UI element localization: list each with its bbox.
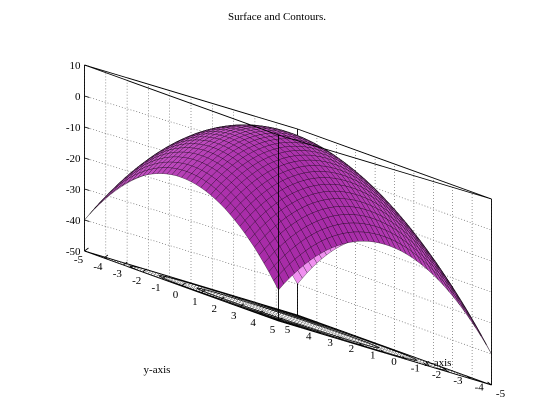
grid-line [143, 272, 356, 336]
y-tick-label: -5 [74, 254, 84, 266]
x-tick-label: 1 [370, 350, 376, 362]
z-tick [85, 220, 90, 222]
box-edge [85, 65, 298, 129]
grid-line [201, 293, 414, 357]
z-tick [85, 96, 90, 98]
grid-line [212, 289, 406, 359]
z-tick-label: -40 [66, 215, 81, 227]
x-tick-label: -1 [411, 362, 420, 374]
z-tick [85, 127, 90, 129]
grid-line [162, 279, 375, 343]
grid-line [170, 277, 364, 347]
z-tick-label: 0 [75, 91, 81, 103]
y-tick-label: -2 [132, 275, 141, 287]
y-tick-label: -1 [152, 282, 161, 294]
y-axis-label: y-axis [144, 364, 171, 376]
surface-layer [85, 125, 492, 354]
x-tick-label: -2 [432, 369, 441, 381]
y-tick-label: 0 [173, 289, 179, 301]
y-tick-label: 2 [212, 303, 218, 315]
grid-line [298, 253, 492, 323]
x-axis-label: x-axis [425, 357, 452, 369]
z-tick [85, 158, 90, 160]
y-tick-label: -3 [113, 268, 123, 280]
x-tick-label: 5 [285, 324, 291, 336]
z-tick-label: -20 [66, 153, 81, 165]
z-tick-label: -30 [66, 184, 81, 196]
y-tick-label: 1 [192, 296, 198, 308]
x-tick-label: 3 [327, 337, 333, 349]
x-tick-label: -4 [475, 382, 485, 394]
box-edge [85, 65, 279, 135]
y-tick-label: -4 [93, 261, 103, 273]
x-tick-label: 2 [349, 343, 355, 355]
x-tick-label: 4 [306, 330, 312, 342]
surface-patch [455, 296, 465, 313]
grid-line [182, 286, 395, 350]
chart-title: Surface and Contours. [228, 11, 326, 23]
z-tick [85, 189, 90, 191]
y-tick-label: 5 [270, 324, 276, 336]
y-tick-label: 4 [250, 317, 256, 329]
grid-line [220, 300, 433, 364]
z-tick-label: 10 [70, 60, 82, 72]
x-tick-label: 0 [391, 356, 397, 368]
z-tick-label: -10 [66, 122, 81, 134]
x-tick-label: -3 [453, 375, 463, 387]
y-tick [85, 248, 89, 251]
y-tick-label: 3 [231, 310, 237, 322]
x-tick-label: -5 [496, 388, 506, 400]
